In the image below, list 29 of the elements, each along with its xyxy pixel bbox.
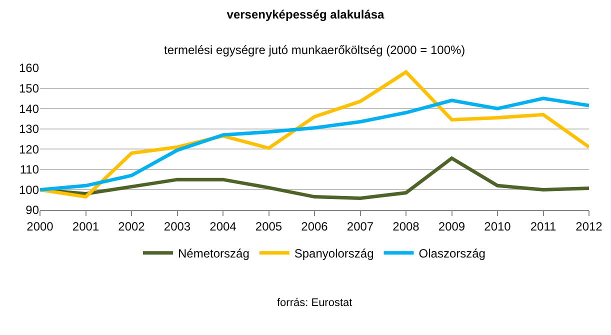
line-series xyxy=(40,96,589,192)
y-tick-label: 150 xyxy=(18,81,40,96)
x-tick-label: 2008 xyxy=(392,219,420,234)
x-tick-label: 2006 xyxy=(301,219,328,234)
x-tick-label: 2003 xyxy=(164,219,191,234)
x-tick-label: 2007 xyxy=(346,219,374,234)
legend-label: Olaszország xyxy=(418,246,486,261)
y-tick-label: 90 xyxy=(26,203,40,218)
x-tick-label: 2001 xyxy=(72,219,100,234)
x-tick-label: 2011 xyxy=(530,219,556,234)
line-series xyxy=(40,70,589,199)
y-tick-label: 120 xyxy=(18,142,40,156)
y-tick-label: 130 xyxy=(18,122,40,136)
y-tick-label: 140 xyxy=(18,102,40,116)
x-tick-label: 2004 xyxy=(210,219,237,234)
chart-subtitle: termelési egységre jutó munkaerőköltség (2000 = 100%) xyxy=(164,43,466,57)
chart-title: versenyképesség alakulása xyxy=(226,7,385,22)
text: forrás: Eurostat xyxy=(277,297,352,309)
legend-label: Spanyolország xyxy=(294,246,374,261)
x-tick-label: 2012 xyxy=(576,219,603,234)
y-tick-label: 110 xyxy=(20,162,40,177)
x-tick-label: 2009 xyxy=(438,219,466,234)
x-tick-label: 2002 xyxy=(118,219,146,234)
legend-label: Németország xyxy=(178,246,250,261)
x-tick-label: 2010 xyxy=(484,219,512,234)
x-tick-label: 2000 xyxy=(26,219,54,234)
y-tick-label: 160 xyxy=(18,61,40,76)
y-tick-label: 100 xyxy=(18,182,40,197)
x-tick-label: 2005 xyxy=(255,219,282,234)
